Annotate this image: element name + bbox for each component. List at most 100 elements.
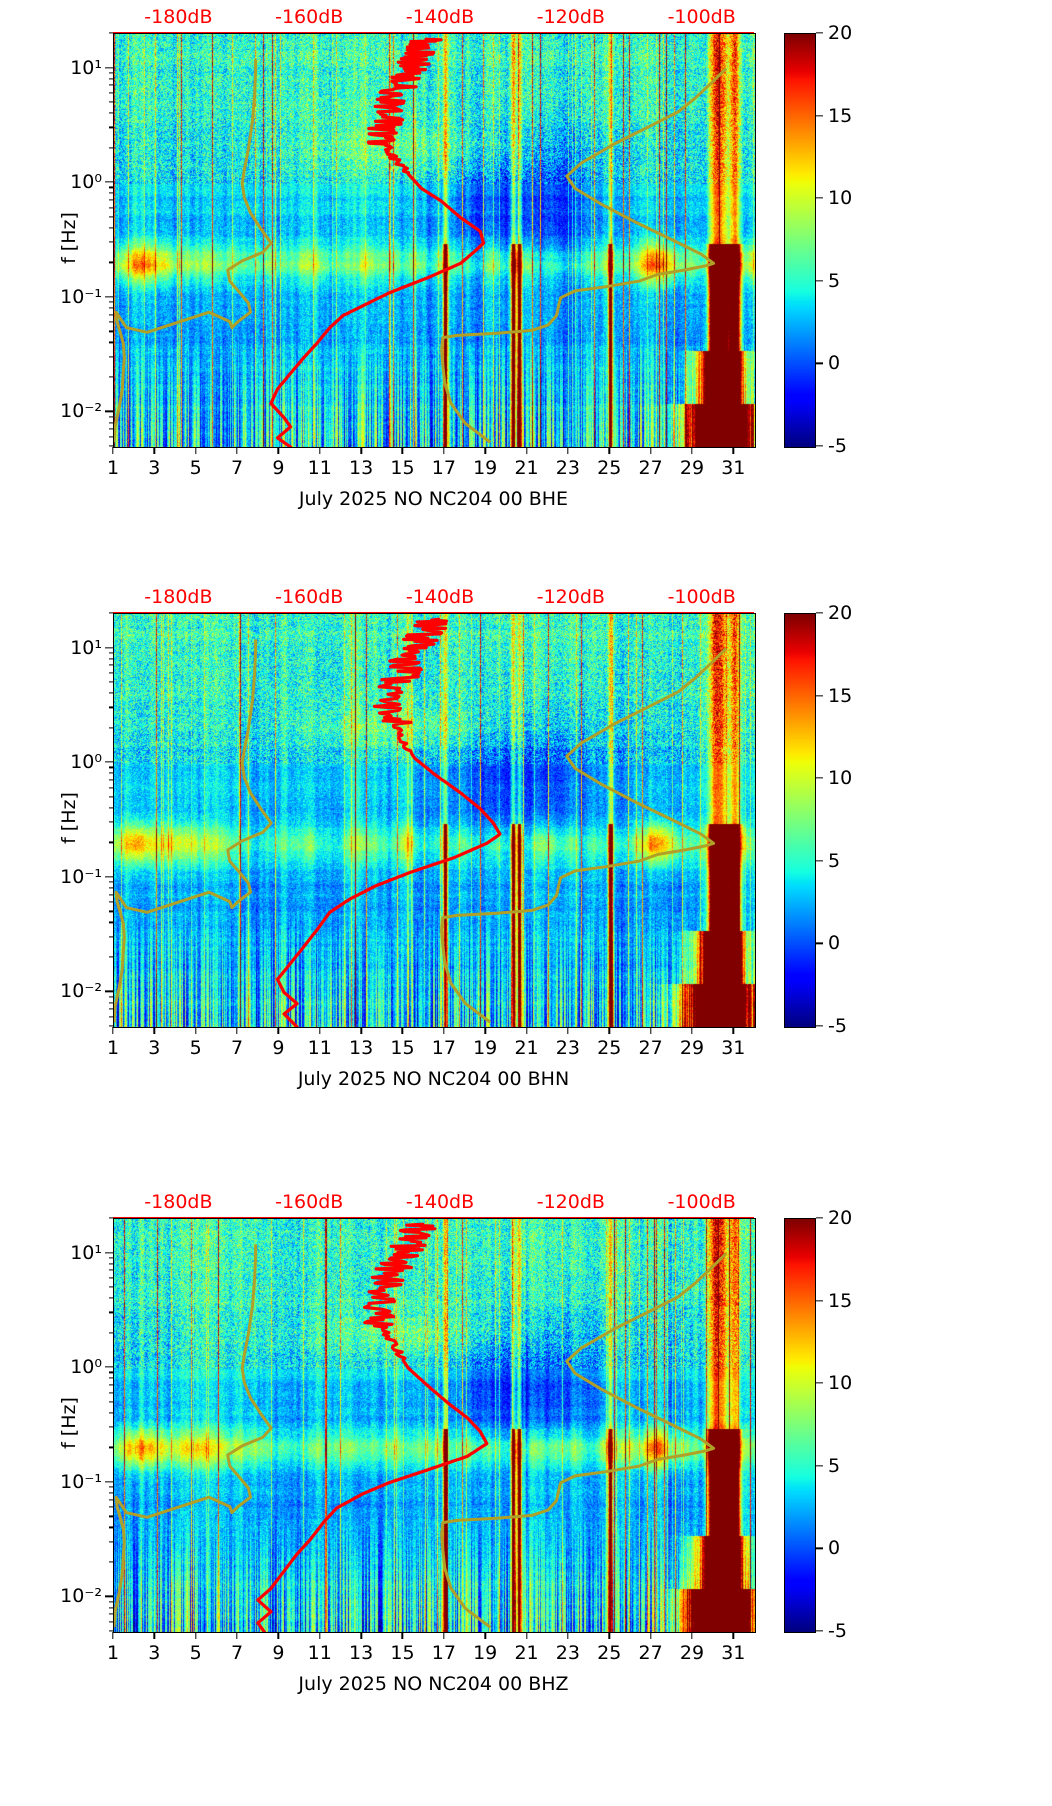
x-tick-label: 27 xyxy=(638,457,663,479)
x-tick-mark xyxy=(153,1027,156,1034)
x-tick-mark xyxy=(525,1632,528,1639)
x-tick-mark xyxy=(401,1632,404,1639)
y-minor-tick-mark xyxy=(108,1332,113,1334)
colorbar-tick-mark xyxy=(816,114,823,117)
y-minor-tick-mark xyxy=(108,321,113,323)
x-tick-label: 1 xyxy=(106,1037,120,1059)
colorbar-tick-mark xyxy=(816,362,823,365)
y-minor-tick-mark xyxy=(108,921,113,924)
x-tick-mark xyxy=(649,447,652,454)
y-minor-tick-mark xyxy=(108,1377,113,1379)
y-minor-tick-mark xyxy=(108,78,113,80)
plot-area xyxy=(113,33,756,448)
x-tick-mark xyxy=(277,447,280,454)
x-tick-label: 13 xyxy=(349,457,374,479)
colorbar-tick-label: -5 xyxy=(828,435,847,457)
x-tick-mark xyxy=(732,447,735,454)
y-minor-tick-mark xyxy=(108,445,113,447)
y-minor-tick-mark xyxy=(108,1426,113,1428)
y-minor-tick-mark xyxy=(108,1601,113,1603)
y-minor-tick-mark xyxy=(108,772,113,774)
x-tick-label: 11 xyxy=(307,1037,332,1059)
x-tick-label: 5 xyxy=(189,1642,202,1664)
x-tick-mark xyxy=(112,1027,114,1034)
colorbar-label-wrap: residual [dB] from average curve xyxy=(860,831,886,1244)
top-db-axis: -180dB -160dB -140dB -120dB -100dB xyxy=(113,1191,754,1227)
y-minor-tick-mark xyxy=(108,301,113,303)
colorbar-tick-mark xyxy=(816,280,823,282)
y-minor-tick-mark xyxy=(108,1008,113,1010)
colorbar-tick-mark xyxy=(816,860,823,862)
x-tick-label: 3 xyxy=(148,1037,161,1059)
x-tick-label: 21 xyxy=(514,1642,539,1664)
top-db-tick-label: -140dB xyxy=(405,1191,475,1213)
y-tick-mark xyxy=(105,410,113,413)
y-minor-tick-mark xyxy=(108,1016,113,1018)
y-minor-tick-mark xyxy=(108,706,113,709)
y-tick-mark xyxy=(105,990,113,993)
x-tick-label: 29 xyxy=(679,457,705,479)
colorbar-gradient xyxy=(785,1219,815,1632)
median-psd-curve xyxy=(256,1222,489,1632)
x-tick-mark xyxy=(195,447,197,454)
colorbar-tick-mark xyxy=(816,445,823,447)
x-tick-mark xyxy=(319,1027,321,1034)
colorbar xyxy=(784,1218,816,1633)
y-minor-tick-mark xyxy=(108,192,113,194)
y-minor-tick-mark xyxy=(108,199,113,201)
y-tick-mark xyxy=(105,761,113,763)
top-db-tick-label: -120dB xyxy=(536,586,605,608)
x-tick-mark xyxy=(443,1027,445,1034)
colorbar-tick-mark xyxy=(816,1547,823,1550)
x-tick-label: 17 xyxy=(431,1037,456,1059)
colorbar-tick-label: 20 xyxy=(828,602,853,624)
x-tick-label: 9 xyxy=(272,457,285,479)
x-tick-mark xyxy=(195,1632,197,1639)
y-minor-tick-mark xyxy=(108,1269,113,1271)
x-tick-label: 29 xyxy=(679,1037,705,1059)
top-db-tick-label: -140dB xyxy=(405,6,475,28)
colorbar-tick-label: -5 xyxy=(828,1015,847,1037)
top-db-axis: -180dB -160dB -140dB -120dB -100dB xyxy=(113,6,754,42)
x-tick-mark xyxy=(319,1632,321,1639)
y-minor-tick-mark xyxy=(108,416,113,418)
x-tick-label: 5 xyxy=(189,457,202,479)
colorbar-tick-label: 5 xyxy=(828,849,841,872)
x-tick-label: 21 xyxy=(514,457,539,479)
x-tick-label: 3 xyxy=(148,457,161,479)
y-minor-tick-mark xyxy=(108,681,113,683)
x-tick-mark xyxy=(525,447,528,454)
x-tick-mark xyxy=(277,1027,280,1034)
x-tick-mark xyxy=(567,447,569,454)
spectrogram-panel-bhz: -180dB -160dB -140dB -120dB -100dB f [Hz] 10¹ 1… xyxy=(0,1185,1052,1765)
x-tick-mark xyxy=(649,1632,652,1639)
x-tick-label: 31 xyxy=(721,1642,746,1664)
x-tick-mark xyxy=(195,1027,197,1034)
y-minor-tick-mark xyxy=(108,313,113,316)
x-tick-label: 27 xyxy=(638,1642,663,1664)
y-minor-tick-mark xyxy=(108,356,113,358)
x-tick-mark xyxy=(236,1027,238,1034)
y-minor-tick-mark xyxy=(108,652,113,654)
y-minor-tick-mark xyxy=(108,727,113,729)
x-tick-mark xyxy=(360,1027,362,1034)
y-minor-tick-mark xyxy=(108,1311,113,1314)
x-tick-label: 17 xyxy=(431,1642,456,1664)
x-tick-mark xyxy=(401,447,404,454)
y-minor-tick-mark xyxy=(108,1515,113,1517)
y-minor-tick-mark xyxy=(108,126,113,129)
panel-title-bhz: July 2025 NO NC204 00 BHZ xyxy=(298,1673,569,1695)
top-db-tick-label: -180dB xyxy=(144,6,213,28)
x-tick-label: 23 xyxy=(555,457,580,479)
y-minor-tick-mark xyxy=(108,112,113,114)
x-tick-label: 21 xyxy=(514,1037,539,1059)
top-db-tick-label: -120dB xyxy=(536,1191,605,1213)
colorbar-tick-mark xyxy=(816,1465,823,1467)
plot-area xyxy=(113,613,756,1028)
colorbar-tick-mark xyxy=(816,1025,823,1027)
overlay-curves xyxy=(114,1222,728,1632)
y-minor-tick-mark xyxy=(108,1263,113,1265)
y-minor-tick-mark xyxy=(108,956,113,958)
x-tick-mark xyxy=(649,1027,652,1034)
